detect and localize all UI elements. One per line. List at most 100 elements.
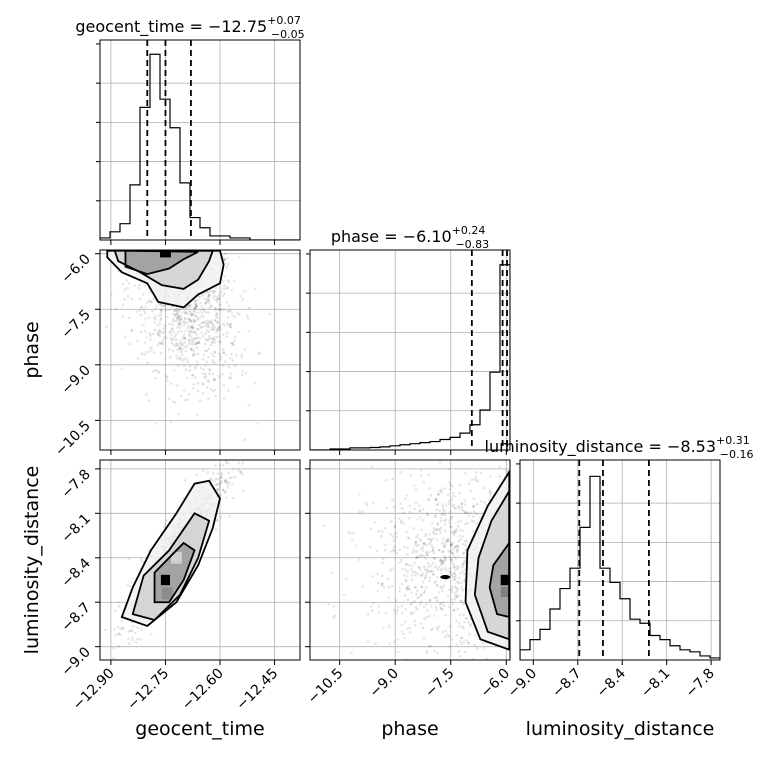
sample-dot bbox=[411, 548, 415, 551]
sample-dot bbox=[228, 309, 232, 312]
sample-dot bbox=[440, 488, 443, 491]
sample-dot bbox=[511, 562, 514, 565]
sample-dot bbox=[184, 311, 187, 315]
sample-dot bbox=[523, 571, 526, 574]
sample-dot bbox=[183, 341, 187, 344]
sample-dot bbox=[126, 294, 130, 298]
sample-dot bbox=[218, 325, 221, 328]
sample-dot bbox=[163, 330, 166, 334]
sample-dot bbox=[231, 314, 234, 318]
sample-dot bbox=[225, 300, 228, 304]
sample-dot bbox=[214, 307, 218, 310]
sample-dot bbox=[408, 626, 412, 629]
sample-dot bbox=[238, 256, 241, 259]
sample-dot bbox=[126, 213, 129, 216]
sample-dot bbox=[528, 530, 531, 533]
sample-dot bbox=[197, 323, 201, 327]
sample-dot bbox=[191, 312, 194, 315]
sample-dot bbox=[516, 556, 519, 559]
sample-dot bbox=[159, 341, 162, 345]
sample-dot bbox=[457, 504, 460, 508]
tick-label-x-geocent-time-2: −12.60 bbox=[179, 666, 227, 714]
sample-dot bbox=[188, 305, 192, 309]
sample-dot bbox=[446, 539, 449, 543]
sample-dot bbox=[241, 472, 244, 476]
sample-dot bbox=[221, 294, 225, 298]
sample-dot bbox=[171, 323, 174, 327]
sample-dot bbox=[182, 337, 186, 341]
sample-dot bbox=[158, 225, 161, 228]
sample-dot bbox=[551, 606, 554, 609]
sample-dot bbox=[130, 328, 133, 332]
sample-dot bbox=[172, 343, 176, 347]
sample-dot bbox=[513, 571, 516, 574]
sample-dot bbox=[511, 629, 514, 632]
sample-dot bbox=[537, 551, 540, 554]
sample-dot bbox=[442, 544, 446, 548]
sample-dot bbox=[416, 518, 420, 521]
sample-dot bbox=[183, 389, 186, 392]
sample-dot bbox=[515, 569, 518, 572]
sample-dot bbox=[413, 561, 416, 565]
sample-dot bbox=[150, 348, 153, 352]
sample-dot bbox=[204, 337, 208, 341]
sample-dot bbox=[176, 348, 179, 351]
sample-dot bbox=[418, 566, 421, 569]
sample-dot bbox=[425, 602, 428, 606]
sample-dot bbox=[458, 491, 461, 495]
sample-dot bbox=[191, 323, 194, 327]
sample-dot bbox=[200, 305, 204, 309]
sample-dot bbox=[377, 529, 381, 533]
sample-dot bbox=[125, 279, 128, 282]
sample-dot bbox=[190, 339, 194, 342]
sample-dot bbox=[191, 245, 194, 248]
sample-dot bbox=[432, 532, 436, 535]
sample-dot bbox=[442, 559, 446, 563]
sample-dot bbox=[536, 512, 539, 515]
sample-dot bbox=[134, 640, 138, 644]
sample-dot bbox=[231, 359, 234, 362]
sample-dot bbox=[472, 504, 475, 507]
sample-dot bbox=[162, 219, 165, 222]
sample-dot bbox=[136, 626, 139, 630]
sample-dot bbox=[454, 689, 457, 692]
sample-dot bbox=[136, 637, 139, 641]
sample-dot bbox=[195, 304, 199, 308]
sample-dot bbox=[513, 588, 516, 591]
sample-dot bbox=[189, 347, 192, 350]
sample-dot bbox=[594, 627, 597, 630]
sample-dot bbox=[428, 598, 432, 602]
sample-dot bbox=[213, 388, 217, 392]
sample-dot bbox=[406, 553, 409, 556]
sample-dot bbox=[469, 622, 473, 626]
sample-dot bbox=[406, 546, 409, 550]
sample-dot bbox=[434, 579, 437, 583]
sample-dot bbox=[228, 514, 232, 518]
sample-dot bbox=[207, 311, 210, 314]
sample-dot bbox=[432, 614, 436, 617]
sample-dot bbox=[463, 522, 467, 526]
sample-dot bbox=[521, 533, 524, 536]
sample-dot bbox=[216, 321, 220, 324]
sample-dot bbox=[187, 309, 191, 313]
sample-dot bbox=[221, 322, 225, 326]
sample-dot bbox=[409, 612, 413, 616]
sample-dot bbox=[169, 211, 172, 214]
sample-dot bbox=[187, 392, 191, 396]
sample-dot bbox=[182, 333, 186, 336]
sample-dot bbox=[543, 515, 546, 518]
tick-label-y-luminosity-distance-0: −9.0 bbox=[58, 644, 93, 679]
sample-dot bbox=[565, 528, 568, 531]
sample-dot bbox=[458, 621, 461, 625]
sample-dot bbox=[461, 562, 464, 566]
sample-dot bbox=[534, 616, 537, 619]
sample-dot bbox=[461, 529, 465, 532]
title-phase-main: phase = −6.10 bbox=[331, 227, 452, 246]
sample-dot bbox=[511, 493, 514, 496]
sample-dot bbox=[226, 262, 230, 266]
sample-dot bbox=[536, 522, 539, 525]
sample-dot bbox=[202, 309, 206, 312]
sample-dot bbox=[205, 360, 209, 364]
sample-dot bbox=[428, 486, 431, 490]
sample-dot bbox=[410, 591, 413, 595]
